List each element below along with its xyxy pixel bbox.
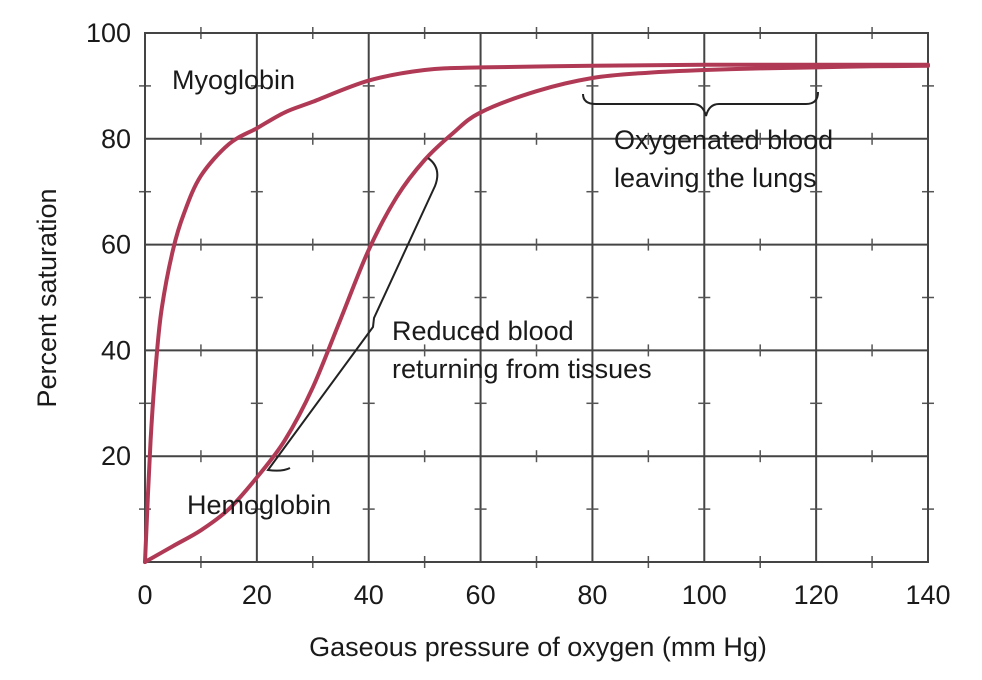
- x-tick-label: 100: [682, 580, 727, 610]
- y-tick-label: 100: [86, 18, 131, 48]
- series-line-myoglobin: [143, 62, 930, 564]
- x-tick-label: 60: [466, 580, 496, 610]
- x-tick-label: 140: [905, 580, 950, 610]
- reduced-brace: [266, 157, 439, 472]
- oxygenated-brace: [582, 91, 819, 117]
- annotation-oxygenated-line1: Oxygenated blood: [614, 125, 833, 155]
- series-label-hemoglobin: Hemoglobin: [187, 490, 331, 520]
- x-tick-label: 40: [354, 580, 384, 610]
- x-tick-label: 0: [137, 580, 152, 610]
- minor-ticks: [139, 27, 934, 568]
- y-tick-labels: 20 40 60 80 100: [86, 18, 131, 471]
- x-tick-label: 80: [577, 580, 607, 610]
- x-tick-label: 20: [242, 580, 272, 610]
- annotation-reduced-line2: returning from tissues: [392, 354, 652, 384]
- y-tick-label: 60: [101, 230, 131, 260]
- y-tick-label: 80: [101, 124, 131, 154]
- series-line-hemoglobin: [143, 63, 930, 564]
- curves: [143, 62, 930, 564]
- annotation-reduced-line1: Reduced blood: [392, 316, 574, 346]
- x-tick-labels: 0 20 40 60 80 100 120 140: [137, 580, 950, 610]
- x-tick-label: 120: [794, 580, 839, 610]
- y-tick-label: 20: [101, 441, 131, 471]
- y-axis-label: Percent saturation: [32, 188, 62, 407]
- series-label-myoglobin: Myoglobin: [172, 65, 295, 95]
- x-axis-label: Gaseous pressure of oxygen (mm Hg): [309, 632, 767, 662]
- y-tick-label: 40: [101, 335, 131, 365]
- plot-frame: [144, 32, 929, 563]
- annotation-oxygenated-line2: leaving the lungs: [614, 163, 817, 193]
